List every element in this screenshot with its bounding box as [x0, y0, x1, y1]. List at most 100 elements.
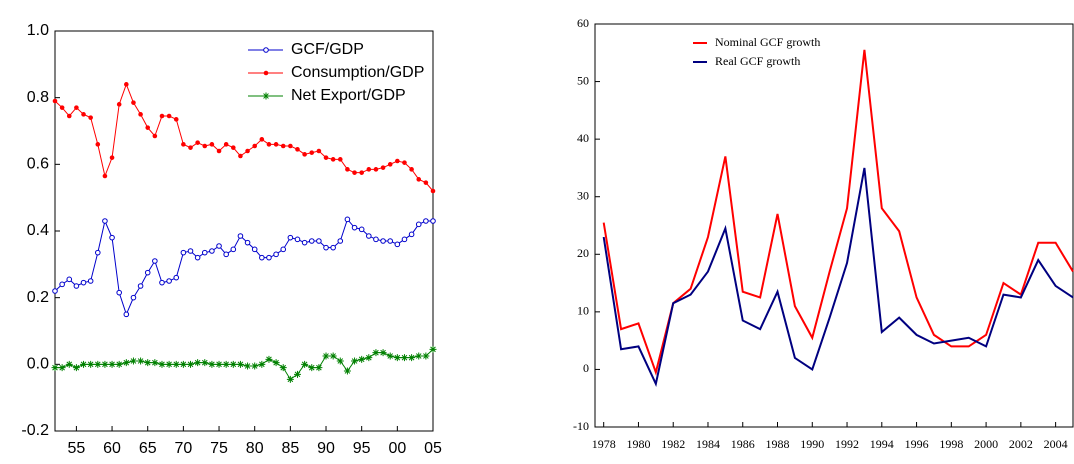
point: [95, 142, 101, 147]
point: [130, 294, 137, 301]
point: [209, 142, 215, 147]
point: [173, 117, 179, 122]
point: [209, 248, 215, 254]
y-tick-label: -10: [573, 419, 589, 433]
point: [323, 155, 329, 160]
point: [301, 239, 308, 246]
x-tick-label: 2002: [1009, 437, 1033, 451]
x-tick-label: 2004: [1044, 437, 1068, 451]
point: [262, 92, 270, 100]
point: [287, 234, 294, 241]
point: [430, 218, 436, 224]
point: [373, 236, 379, 243]
point: [230, 246, 237, 253]
point: [394, 241, 401, 248]
point: [288, 143, 293, 149]
point: [52, 288, 58, 294]
point: [423, 218, 429, 224]
point: [379, 349, 387, 357]
point: [223, 142, 229, 147]
point: [316, 238, 322, 244]
point: [231, 145, 236, 150]
x-tick-label: 95: [353, 440, 371, 457]
point: [273, 142, 279, 147]
point: [115, 360, 123, 368]
point: [244, 239, 251, 246]
point: [237, 233, 244, 239]
x-tick-label: 85: [281, 440, 299, 457]
point: [330, 157, 336, 162]
point: [145, 125, 151, 130]
point: [137, 283, 144, 289]
point: [188, 145, 193, 150]
point: [408, 231, 415, 238]
point: [181, 142, 186, 147]
point: [108, 360, 116, 368]
point: [280, 246, 287, 253]
point: [173, 274, 180, 281]
point: [322, 352, 330, 360]
point: [358, 226, 365, 233]
point: [259, 137, 265, 142]
point: [124, 82, 129, 87]
point: [252, 143, 257, 149]
x-tick-label: 90: [317, 440, 335, 457]
point: [395, 158, 400, 164]
point: [259, 254, 265, 261]
point: [202, 143, 208, 149]
y-tick-label: 50: [577, 73, 589, 87]
point: [152, 133, 158, 139]
x-tick-label: 75: [210, 440, 228, 457]
point: [52, 98, 58, 104]
point: [87, 360, 95, 368]
point: [330, 244, 336, 251]
point: [123, 311, 130, 318]
point: [72, 364, 80, 372]
point: [351, 357, 359, 365]
point: [80, 360, 88, 368]
point: [229, 360, 237, 368]
point: [263, 47, 269, 53]
point: [416, 177, 422, 182]
point: [151, 359, 159, 367]
chart: -10 0 10 20 30 40 50 60 1978 1980 1982 1984 1986 1988…: [573, 16, 1074, 451]
point: [102, 173, 108, 179]
point: [337, 157, 343, 162]
point: [179, 360, 187, 368]
x-tick-label: 80: [246, 440, 264, 457]
point: [359, 170, 364, 175]
point: [365, 354, 373, 362]
chart: -0.2 0.0 0.2 0.4 0.6 0.8 1.0 55 60 65 70 75 80 85 90 95…: [21, 22, 442, 457]
point: [308, 238, 315, 244]
series-line: [54, 218, 433, 316]
point: [58, 364, 66, 372]
point: [263, 70, 269, 76]
point: [280, 143, 286, 149]
point: [336, 357, 344, 365]
point: [352, 170, 357, 175]
point: [208, 360, 216, 368]
y-tick-label: 20: [577, 246, 589, 260]
point: [273, 251, 279, 258]
x-tick-label: 1986: [731, 437, 755, 451]
point: [59, 105, 65, 110]
point: [137, 357, 145, 365]
point: [429, 345, 437, 353]
point: [201, 249, 208, 256]
point: [380, 238, 386, 244]
point: [216, 243, 222, 249]
point: [251, 362, 259, 370]
point: [180, 249, 187, 256]
point: [144, 269, 151, 276]
x-tick-label: 2000: [974, 437, 998, 451]
point: [101, 360, 109, 368]
x-tick-label: 55: [67, 440, 85, 457]
x-tick-label: 1980: [626, 437, 650, 451]
point: [201, 359, 209, 367]
y-tick-label: 0.6: [27, 156, 49, 173]
legend-label: Nominal GCF growth: [715, 35, 820, 49]
point: [265, 355, 273, 363]
legend-label: Real GCF growth: [715, 54, 800, 68]
point: [380, 165, 386, 170]
